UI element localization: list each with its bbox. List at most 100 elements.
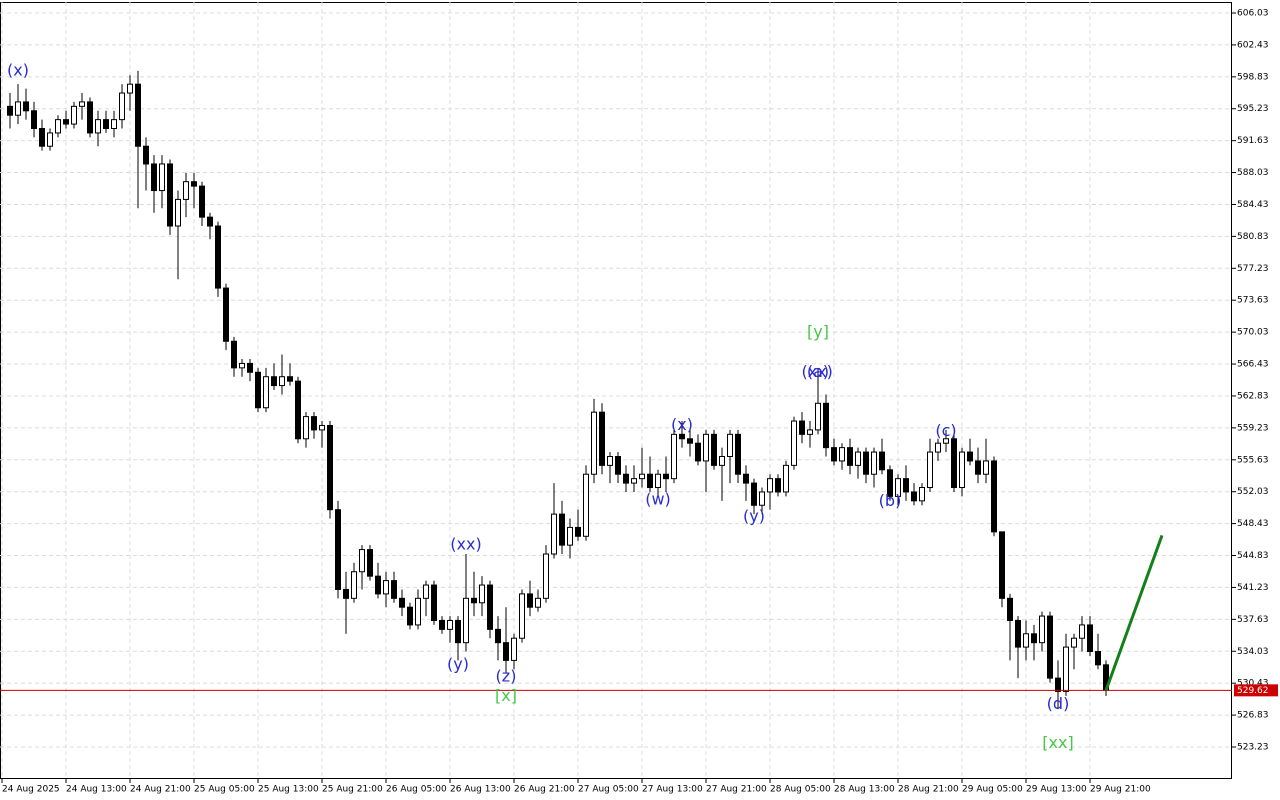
y-tick-label: 523.23 — [1237, 742, 1269, 752]
candle-body — [935, 442, 941, 453]
candle-body — [687, 438, 693, 444]
candle-body — [519, 593, 525, 639]
candle-body — [527, 593, 533, 608]
x-tick-label: 25 Aug 13:00 — [258, 785, 319, 795]
candle-body — [87, 101, 93, 134]
plot-frame — [0, 2, 1232, 779]
candle-body — [223, 287, 229, 342]
candle-body — [567, 526, 573, 546]
x-tick-label: 26 Aug 21:00 — [514, 785, 575, 795]
candle-body — [775, 478, 781, 493]
candle-body — [279, 376, 285, 387]
candle-body — [55, 119, 61, 134]
candle-body — [7, 105, 13, 116]
candle-body — [95, 119, 101, 134]
candle-body — [159, 163, 165, 192]
candle-body — [151, 163, 157, 192]
candle-body — [671, 433, 677, 480]
y-tick-label: 606.03 — [1237, 8, 1269, 18]
candle-body — [991, 460, 997, 533]
y-tick-label: 530.43 — [1237, 679, 1269, 689]
candle-body — [783, 464, 789, 493]
y-tick-label: 577.23 — [1237, 264, 1269, 274]
candle-body — [623, 473, 629, 484]
candle-body — [287, 376, 293, 382]
candle-body — [535, 597, 541, 608]
candle-body — [551, 513, 557, 555]
candle-body — [63, 119, 69, 125]
wave-label: (x) — [7, 60, 29, 79]
candle-body — [591, 411, 597, 475]
candle-body — [207, 216, 213, 227]
y-tick-label: 537.63 — [1237, 615, 1269, 625]
candle-body — [335, 509, 341, 590]
candle-body — [767, 478, 773, 493]
candle-body — [903, 478, 909, 493]
candle-body — [391, 580, 397, 599]
candle-body — [583, 473, 589, 537]
candle-body — [375, 575, 381, 595]
candle-body — [503, 642, 509, 661]
candle-body — [23, 101, 29, 112]
y-tick-label: 552.03 — [1237, 487, 1269, 497]
wave-label: (b) — [879, 491, 902, 510]
x-tick-label: 28 Aug 21:00 — [898, 785, 959, 795]
wave-label: (c) — [935, 421, 956, 440]
candle-body — [167, 163, 173, 227]
candle-body — [607, 455, 613, 466]
candle-body — [887, 469, 893, 497]
candle-body — [111, 119, 117, 130]
candle-body — [343, 588, 349, 599]
candle-body — [943, 438, 949, 444]
candle-body — [39, 128, 45, 147]
candle-body — [487, 584, 493, 630]
y-tick-label: 598.83 — [1237, 72, 1269, 82]
candle-body — [895, 478, 901, 497]
wave-label: (y) — [743, 506, 765, 525]
y-tick-label: 526.83 — [1237, 711, 1269, 721]
candle-body — [879, 451, 885, 471]
candle-body — [431, 584, 437, 621]
candle-body — [383, 580, 389, 595]
candle-body — [975, 460, 981, 475]
candle-body — [303, 416, 309, 440]
last-price-label: 529.62 — [1237, 686, 1269, 696]
x-tick-label: 29 Aug 13:00 — [1026, 785, 1087, 795]
y-tick-label: 544.83 — [1237, 551, 1269, 561]
x-tick-label: 27 Aug 05:00 — [578, 785, 639, 795]
x-tick-label: 27 Aug 13:00 — [642, 785, 703, 795]
x-tick-label: 29 Aug 05:00 — [962, 785, 1023, 795]
x-tick-label: 24 Aug 2025 — [2, 785, 60, 795]
candle-body — [127, 83, 133, 94]
candle-body — [759, 491, 765, 506]
candle-body — [495, 628, 501, 644]
candle-body — [439, 619, 445, 630]
y-tick-label: 566.43 — [1237, 360, 1269, 370]
y-tick-label: 573.63 — [1237, 296, 1269, 306]
y-tick-label: 534.03 — [1237, 647, 1269, 657]
candle-body — [327, 424, 333, 511]
x-tick-label: 26 Aug 13:00 — [450, 785, 511, 795]
candle-body — [407, 606, 413, 626]
y-tick-label: 588.03 — [1237, 168, 1269, 178]
candle-body — [639, 473, 645, 480]
x-tick-label: 28 Aug 13:00 — [834, 785, 895, 795]
candle-body — [1095, 651, 1101, 666]
y-tick-label: 602.43 — [1237, 40, 1269, 50]
candle-body — [1039, 615, 1045, 644]
candle-body — [663, 473, 669, 480]
wave-label: (w) — [645, 489, 671, 508]
candle-body — [1031, 633, 1037, 644]
candle-body — [655, 473, 661, 489]
candle-body — [239, 362, 245, 369]
wave-label: [xx] — [1042, 733, 1073, 752]
candle-body — [647, 473, 653, 489]
wave-label: [y] — [807, 322, 829, 341]
candle-body — [135, 83, 141, 147]
candle-body — [463, 597, 469, 644]
candle-body — [511, 637, 517, 661]
candle-body — [295, 380, 301, 440]
y-tick-label: 541.23 — [1237, 583, 1269, 593]
candle-body — [1055, 677, 1061, 692]
x-tick-label: 28 Aug 05:00 — [770, 785, 831, 795]
